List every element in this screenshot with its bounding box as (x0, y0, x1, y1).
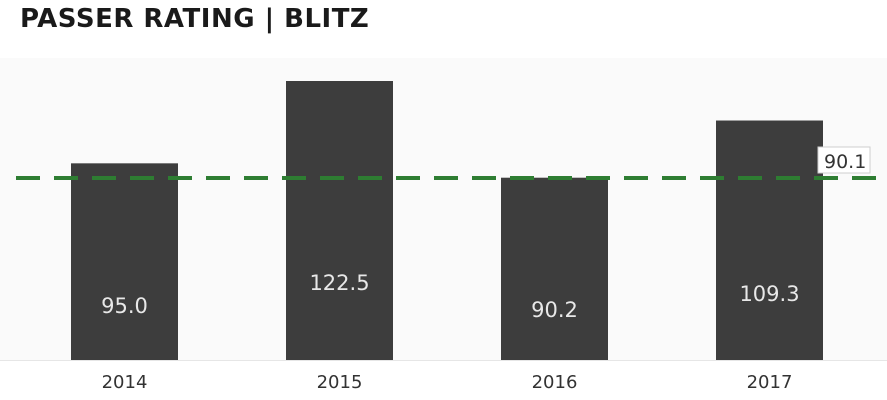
bar-value-label: 122.5 (309, 271, 369, 295)
x-tick-label: 2016 (532, 372, 578, 393)
reference-label-box (817, 146, 871, 174)
bar-value-label: 95.0 (101, 294, 148, 318)
reference-line-group: 90.1 (16, 146, 882, 180)
x-tick-label: 2015 (317, 372, 363, 393)
x-tick-label: 2014 (102, 372, 148, 393)
bar-2015 (286, 81, 393, 360)
bar-2017 (716, 120, 823, 360)
bar-value-label: 90.2 (531, 298, 578, 322)
x-tick-label: 2017 (747, 372, 793, 393)
chart-title: PASSER RATING | BLITZ (20, 4, 370, 34)
bar-2014 (71, 163, 178, 360)
bar-value-label: 109.3 (739, 282, 799, 306)
bars-group: 95.0 122.5 90.2 109.3 (71, 81, 823, 360)
x-axis-ticks: 2014 2015 2016 2017 (0, 360, 887, 393)
bar-2016 (501, 177, 608, 360)
reference-line-label: 90.1 (824, 151, 866, 173)
